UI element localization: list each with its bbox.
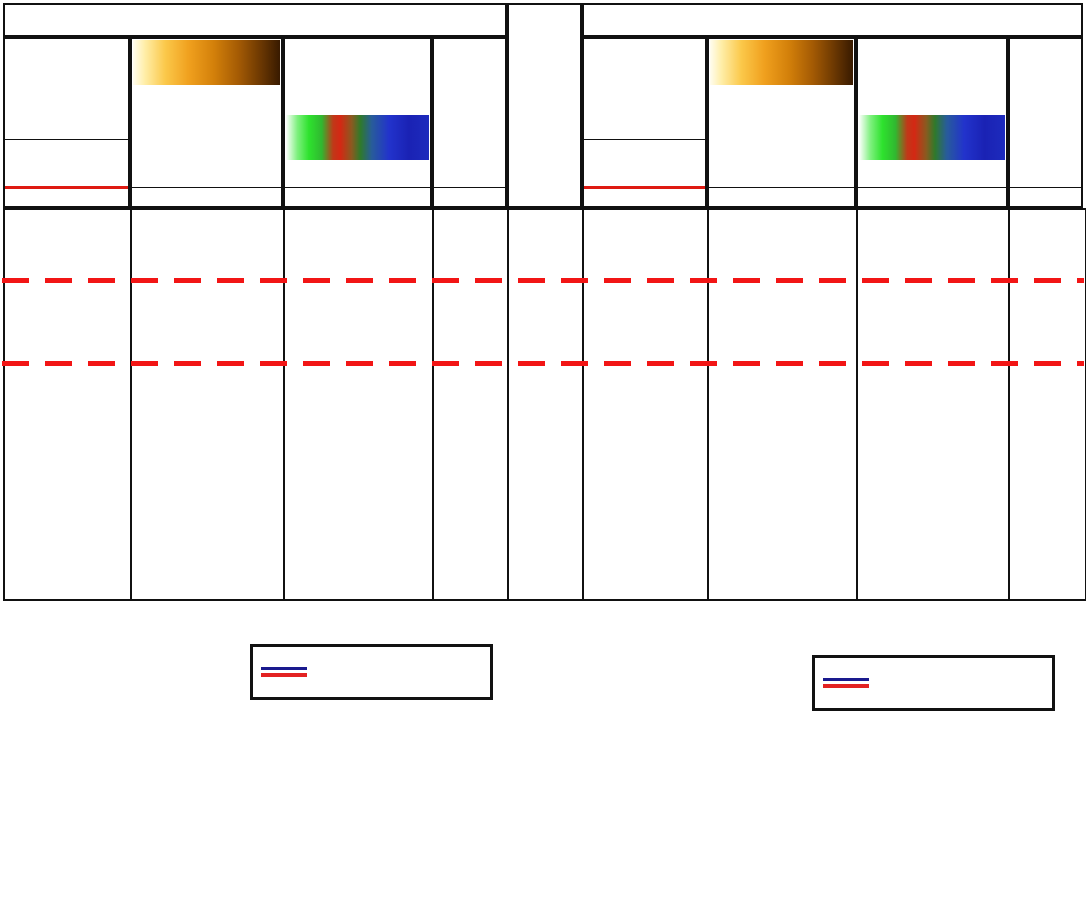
left-panel-title — [3, 3, 507, 37]
legend-line-navy — [823, 678, 869, 681]
right-image-header — [707, 37, 856, 208]
legend-entry-conventional — [823, 678, 1044, 681]
marker-line-8241-8 — [2, 361, 1084, 366]
legend-entry-pbp — [261, 673, 482, 677]
image-colorbar — [133, 40, 280, 85]
legend-line-red — [261, 673, 307, 677]
right-scaled-image-track-canvas — [707, 208, 860, 601]
left-effective-porosity-track-canvas — [432, 208, 511, 601]
right-spectrum-header — [856, 37, 1008, 208]
image-colorbar — [710, 40, 853, 85]
left-resistivity-header — [3, 37, 130, 208]
right-resistivity-track-canvas — [582, 208, 711, 601]
legend-entry-pbp — [823, 684, 1044, 688]
legend-line-red — [823, 684, 869, 688]
right-panel-title — [582, 3, 1083, 37]
left-porosity-spectrum-track-canvas — [283, 208, 436, 601]
depth-column-header — [507, 3, 582, 208]
rs-red-divider — [584, 186, 705, 189]
left-image-header — [130, 37, 283, 208]
right-effective-porosity-track-canvas — [1008, 208, 1086, 601]
left-effective-header — [432, 37, 507, 208]
rs-red-divider — [5, 186, 128, 189]
left-chart-legend — [250, 644, 493, 700]
left-scaled-image-track-canvas — [130, 208, 287, 601]
spectrum-colorbar — [286, 115, 429, 160]
depth-track-canvas — [507, 208, 586, 601]
legend-entry-conventional — [261, 667, 482, 670]
right-resistivity-header — [582, 37, 707, 208]
right-porosity-histogram-canvas — [543, 598, 1086, 899]
marker-line-8240-3 — [2, 278, 1084, 283]
spectrum-colorbar — [859, 115, 1005, 160]
right-chart-legend — [812, 655, 1055, 711]
left-resistivity-track-canvas — [3, 208, 134, 601]
right-porosity-spectrum-track-canvas — [856, 208, 1012, 601]
right-effective-header — [1008, 37, 1083, 208]
left-spectrum-header — [283, 37, 432, 208]
legend-line-navy — [261, 667, 307, 670]
